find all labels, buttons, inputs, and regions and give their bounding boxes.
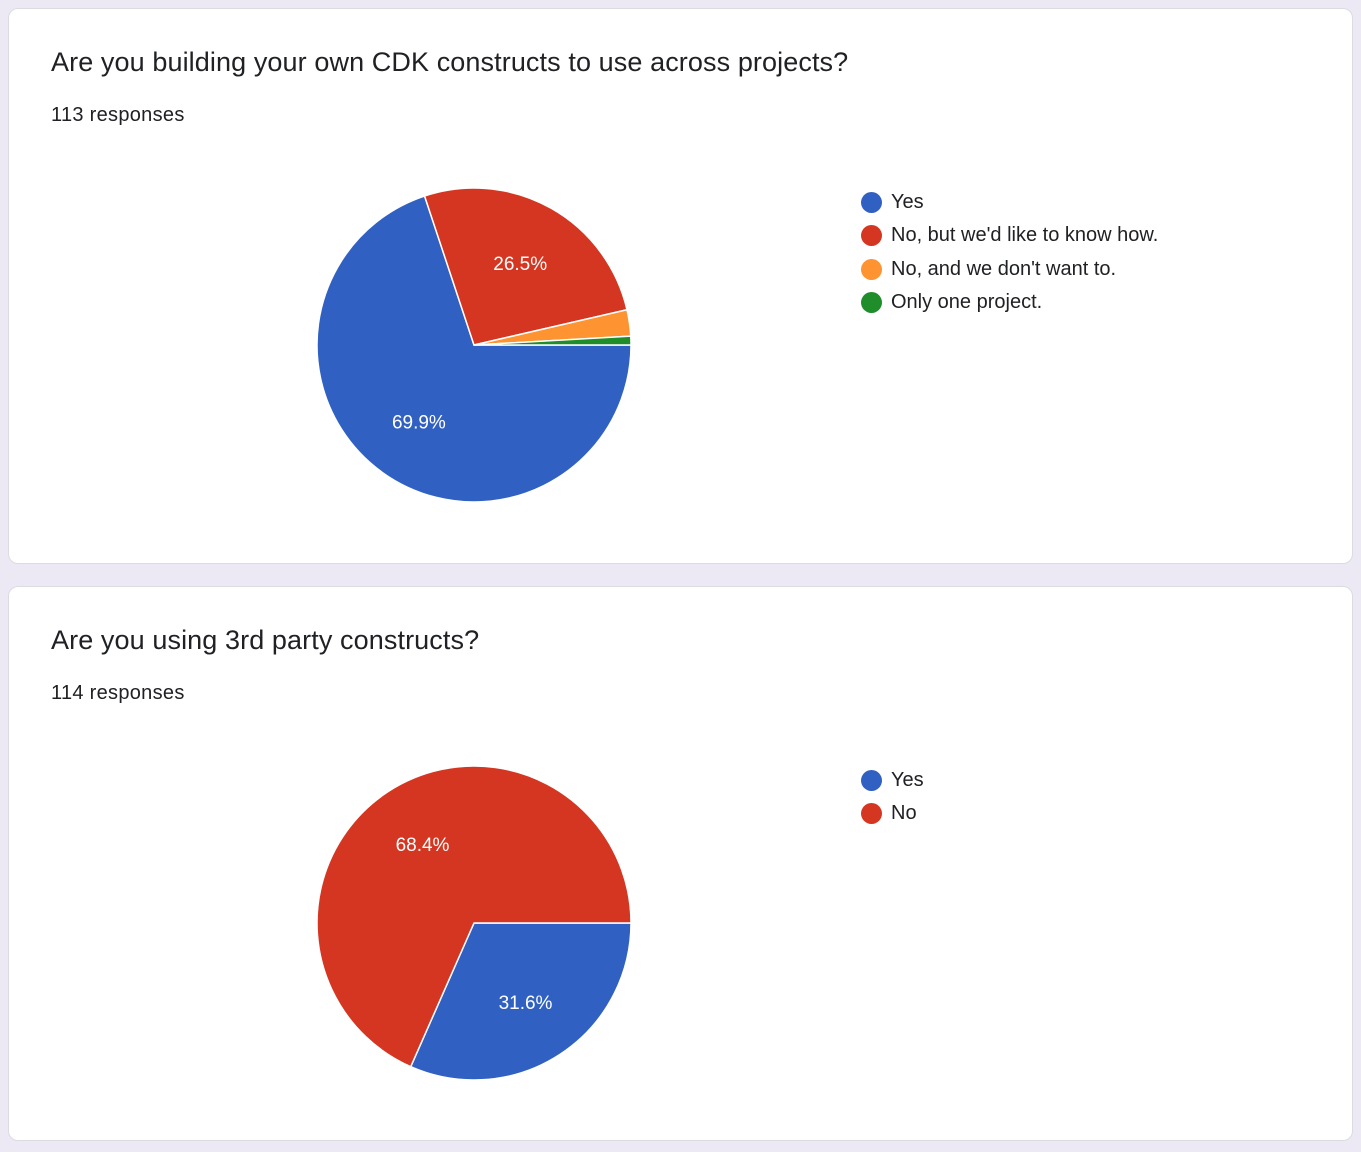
pie-slice-no-but-we-d-like-to-know-how[interactable] (423, 187, 628, 346)
question-title: Are you using 3rd party constructs? (51, 625, 480, 655)
legend-swatch (861, 292, 882, 314)
response-count: 114 responses (51, 682, 185, 704)
legend-item-yes[interactable]: Yes (861, 186, 1158, 219)
legend-label: Yes (891, 191, 924, 214)
pie-chart: 69.9% 26.5% (316, 187, 632, 503)
legend-swatch (861, 803, 882, 825)
pie-slice-only-one-project[interactable] (473, 335, 632, 346)
data-label-yes: 69.9% (392, 412, 446, 433)
question-card: Are you using 3rd party constructs? 114 … (8, 586, 1353, 1141)
data-label-no: 68.4% (396, 835, 450, 856)
data-label-yes: 31.6% (499, 993, 553, 1014)
data-label-no-but-we-d-like-to-know-how: 26.5% (493, 254, 547, 275)
response-count: 113 responses (51, 104, 185, 126)
legend-label: No, but we'd like to know how. (891, 224, 1159, 247)
legend-label: No, and we don't want to. (891, 257, 1117, 280)
legend-item-yes[interactable]: Yes (861, 764, 924, 797)
pie-slice-yes[interactable] (409, 922, 632, 1081)
legend-swatch (861, 192, 882, 214)
question-card: Are you building your own CDK constructs… (8, 8, 1353, 564)
pie-chart: 31.6% 68.4% (316, 765, 632, 1081)
legend-item-no-but-we-d-like-to-know-how[interactable]: No, but we'd like to know how. (861, 219, 1158, 252)
legend-item-no[interactable]: No (861, 797, 924, 830)
legend-label: Yes (891, 769, 924, 792)
legend-label: No (891, 802, 917, 825)
legend-swatch (861, 258, 882, 280)
legend-item-only-one-project[interactable]: Only one project. (861, 286, 1158, 319)
pie-slice-yes[interactable] (316, 195, 632, 503)
pie-slice-no[interactable] (316, 765, 632, 1068)
legend-swatch (861, 770, 882, 792)
legend-swatch (861, 225, 882, 247)
legend-item-no-and-we-don-t-want-to[interactable]: No, and we don't want to. (861, 253, 1158, 286)
question-title: Are you building your own CDK constructs… (51, 47, 849, 77)
chart-legend: Yes No, but we'd like to know how. No, and… (861, 186, 1158, 319)
legend-label: Only one project. (891, 291, 1043, 314)
chart-legend: Yes No (861, 764, 924, 831)
